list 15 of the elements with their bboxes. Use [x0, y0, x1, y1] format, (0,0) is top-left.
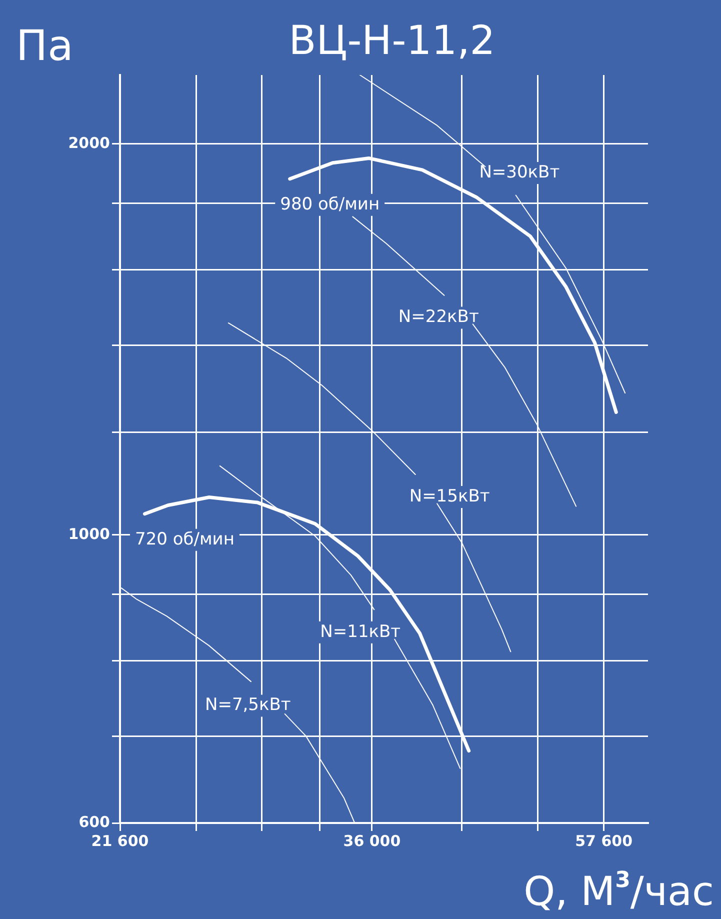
y-axis-title: Па — [16, 21, 74, 70]
y-tick-label: 2000 — [68, 134, 110, 152]
x-tick-label: 57 600 — [575, 832, 633, 850]
x-tick-label: 36 000 — [343, 832, 401, 850]
y-tick-label: 600 — [78, 812, 110, 831]
series-label: 720 об/мин — [134, 529, 234, 550]
series-label: N=15кВт — [409, 486, 490, 506]
series-label: N=22кВт — [398, 307, 479, 328]
series-label: N=11кВт — [320, 622, 401, 642]
chart-title: ВЦ-Н-11,2 — [288, 18, 496, 64]
series-label: N=7,5кВт — [204, 695, 291, 716]
series-label: 980 об/мин — [280, 194, 380, 214]
y-tick-label: 1000 — [68, 524, 110, 543]
series-label: N=30кВт — [479, 162, 560, 182]
x-tick-label: 21 600 — [91, 832, 149, 850]
